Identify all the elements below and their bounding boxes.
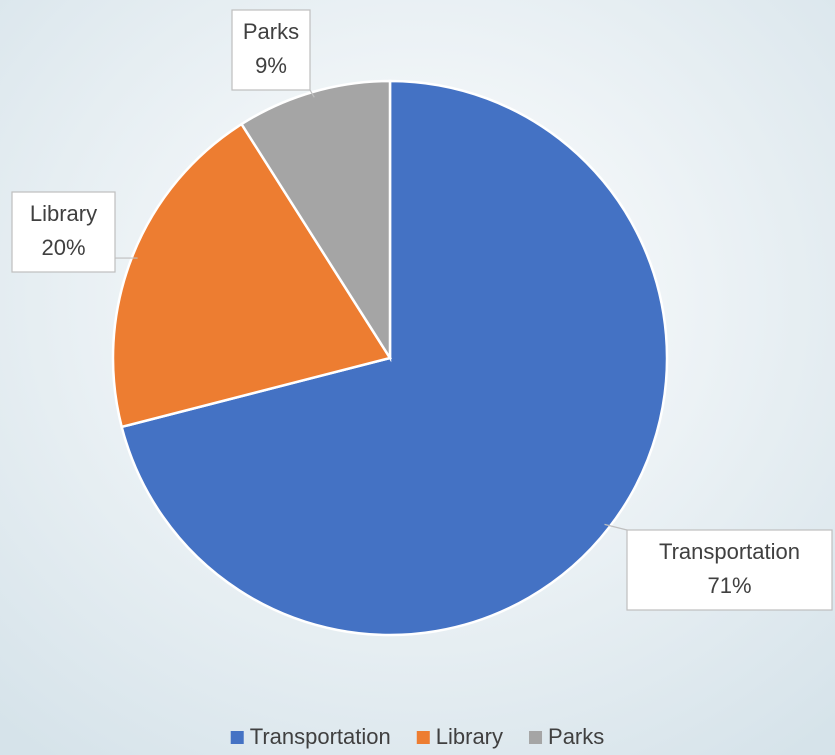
legend-label: Library bbox=[436, 724, 503, 749]
data-label-name: Parks bbox=[243, 19, 299, 44]
callout-box bbox=[11, 191, 116, 273]
data-label-name: Transportation bbox=[659, 539, 800, 564]
pie-slice bbox=[111, 122, 392, 429]
pie-slice bbox=[239, 79, 392, 363]
data-label-value: 71% bbox=[707, 573, 751, 598]
callout-pointer bbox=[309, 89, 315, 98]
callout-box bbox=[231, 9, 311, 91]
pie-slice bbox=[120, 79, 669, 637]
data-label-name: Library bbox=[30, 201, 97, 226]
legend-swatch bbox=[230, 731, 244, 744]
data-label-value: 9% bbox=[255, 53, 287, 78]
legend-label: Transportation bbox=[250, 724, 391, 749]
data-label-value: 20% bbox=[41, 235, 85, 260]
callout-box bbox=[626, 529, 833, 611]
legend-swatch bbox=[529, 731, 543, 744]
legend-label: Parks bbox=[548, 724, 604, 749]
callout-pointer bbox=[604, 523, 628, 531]
legend-swatch bbox=[416, 731, 430, 744]
